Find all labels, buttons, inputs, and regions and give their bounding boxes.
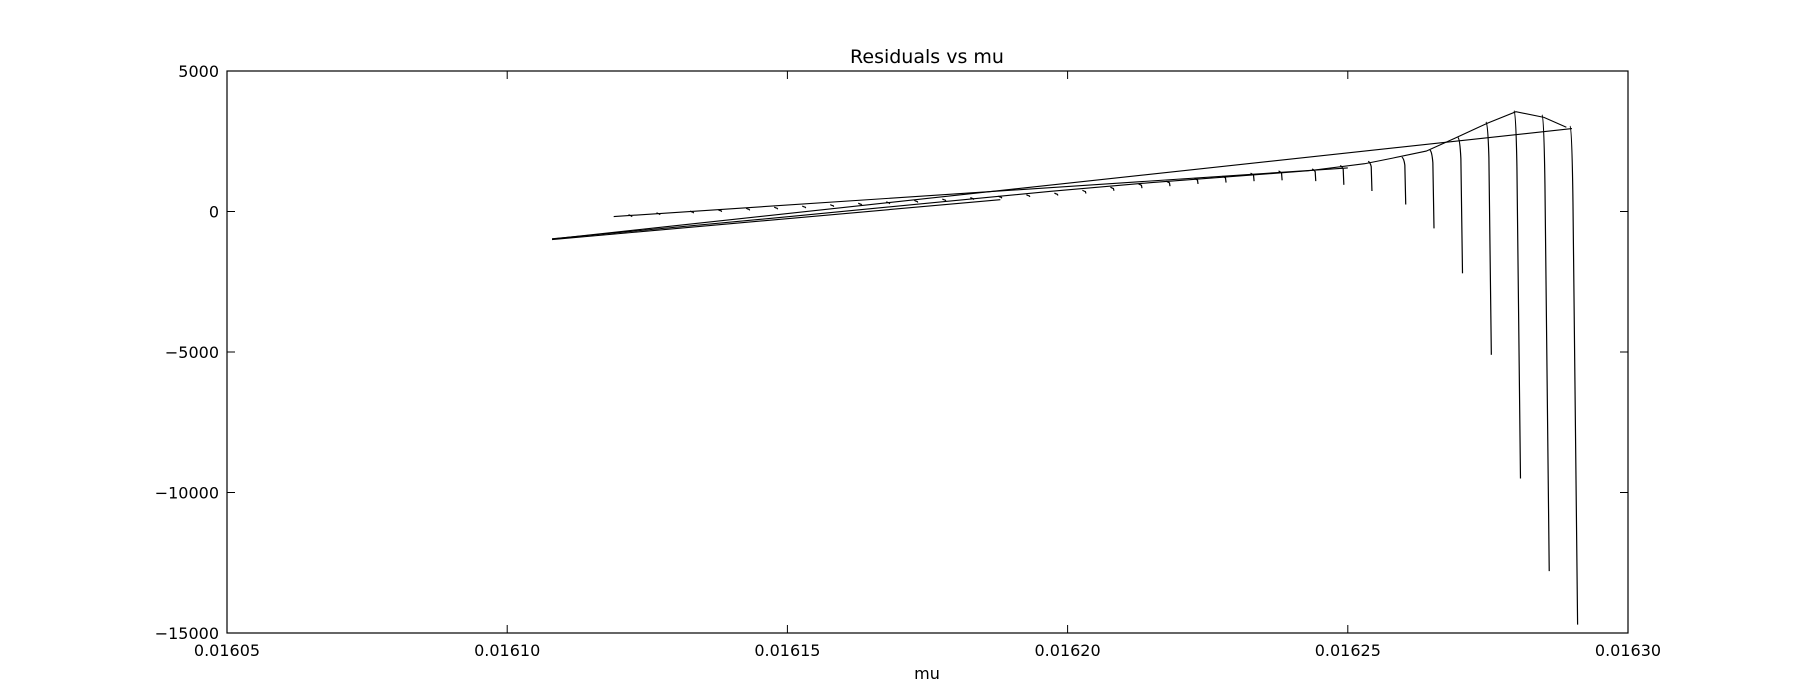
y-tick-label-1: 0: [209, 203, 219, 222]
x-axis-label: mu: [914, 664, 940, 683]
spike-16: [1082, 189, 1087, 194]
spike-5: [773, 206, 779, 210]
x-tick-label-0: 0.01605: [194, 641, 260, 660]
spike-33: [1569, 125, 1579, 625]
spike-22: [1250, 172, 1255, 182]
spike-14: [1026, 194, 1031, 198]
series-line-2: [551, 111, 1567, 240]
x-tick-label-2: 0.01615: [754, 641, 820, 660]
x-tick-label-5: 0.01630: [1595, 641, 1661, 660]
series-line-0: [551, 199, 1001, 241]
spike-20: [1194, 177, 1199, 185]
x-tick-label-4: 0.01625: [1315, 641, 1381, 660]
y-axis-ticks: 5000 0 −5000 −10000 −15000: [155, 62, 1628, 643]
spike-30: [1485, 121, 1492, 355]
spike-2: [689, 210, 695, 214]
spike-28: [1429, 149, 1435, 229]
x-tick-label-3: 0.01620: [1035, 641, 1101, 660]
spike-3: [717, 209, 723, 213]
spike-21: [1222, 175, 1227, 183]
y-tick-label-0: 5000: [178, 62, 219, 81]
y-tick-label-3: −10000: [155, 484, 219, 503]
spike-17: [1110, 186, 1115, 191]
spike-13: [998, 195, 1003, 199]
spike-6: [801, 205, 807, 209]
series-line-1: [551, 128, 1573, 240]
spike-24: [1311, 168, 1317, 182]
spike-29: [1457, 136, 1464, 274]
chart-title: Residuals vs mu: [850, 46, 1004, 68]
spike-18: [1138, 183, 1143, 189]
spike-7: [829, 204, 835, 208]
y-tick-label-2: −5000: [165, 343, 219, 362]
spike-25: [1339, 165, 1345, 185]
spike-9: [886, 201, 891, 205]
spike-layer: [628, 110, 1579, 625]
plot-area-frame: [226, 70, 1629, 634]
x-axis-ticks: 0.01605 0.01610 0.01615 0.01620 0.01625 0.016…: [194, 71, 1661, 660]
spike-32: [1541, 114, 1550, 572]
spike-12: [970, 197, 975, 200]
spike-26: [1367, 160, 1373, 192]
spike-19: [1166, 180, 1171, 187]
x-tick-label-1: 0.01610: [474, 641, 540, 660]
spike-31: [1513, 110, 1522, 479]
series-layer: [551, 111, 1573, 241]
spike-4: [745, 207, 751, 211]
y-tick-label-4: −15000: [155, 624, 219, 643]
spike-1: [656, 212, 661, 216]
spike-10: [914, 199, 919, 203]
spike-0: [628, 214, 633, 218]
spike-15: [1054, 192, 1059, 196]
series-line-3: [613, 167, 1348, 218]
spike-11: [942, 198, 947, 202]
spike-23: [1278, 170, 1283, 181]
spike-8: [857, 202, 863, 206]
spike-27: [1401, 156, 1407, 205]
